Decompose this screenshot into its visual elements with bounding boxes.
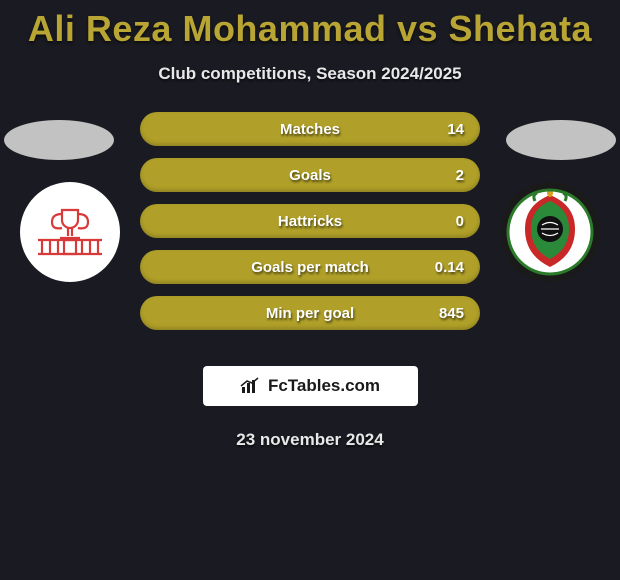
stat-label: Goals per match [251,259,369,276]
comparison-card: Ali Reza Mohammad vs Shehata Club compet… [0,0,620,580]
stat-bars: Matches 14 Goals 2 Hattricks 0 Goals per… [140,112,480,342]
date-text: 23 november 2024 [0,430,620,450]
subtitle: Club competitions, Season 2024/2025 [0,64,620,84]
stat-label: Hattricks [278,213,342,230]
club-crest-icon [505,187,595,277]
stat-value: 14 [447,121,464,138]
stat-label: Matches [280,121,340,138]
left-club-badge [20,182,120,282]
brand-box[interactable]: FcTables.com [203,366,418,406]
stat-value: 0.14 [435,259,464,276]
stat-label: Min per goal [266,305,354,322]
trophy-emblem-icon [30,192,110,272]
stats-area: Matches 14 Goals 2 Hattricks 0 Goals per… [0,112,620,362]
stat-row-goals: Goals 2 [140,158,480,192]
bar-chart-icon [240,377,262,395]
right-club-badge [500,182,600,282]
stat-row-goals-per-match: Goals per match 0.14 [140,250,480,284]
stat-row-hattricks: Hattricks 0 [140,204,480,238]
left-player-ellipse [4,120,114,160]
stat-row-matches: Matches 14 [140,112,480,146]
stat-row-min-per-goal: Min per goal 845 [140,296,480,330]
page-title: Ali Reza Mohammad vs Shehata [0,0,620,50]
stat-value: 2 [456,167,464,184]
right-player-ellipse [506,120,616,160]
stat-value: 0 [456,213,464,230]
stat-label: Goals [289,167,331,184]
brand-text: FcTables.com [268,376,380,396]
stat-value: 845 [439,305,464,322]
